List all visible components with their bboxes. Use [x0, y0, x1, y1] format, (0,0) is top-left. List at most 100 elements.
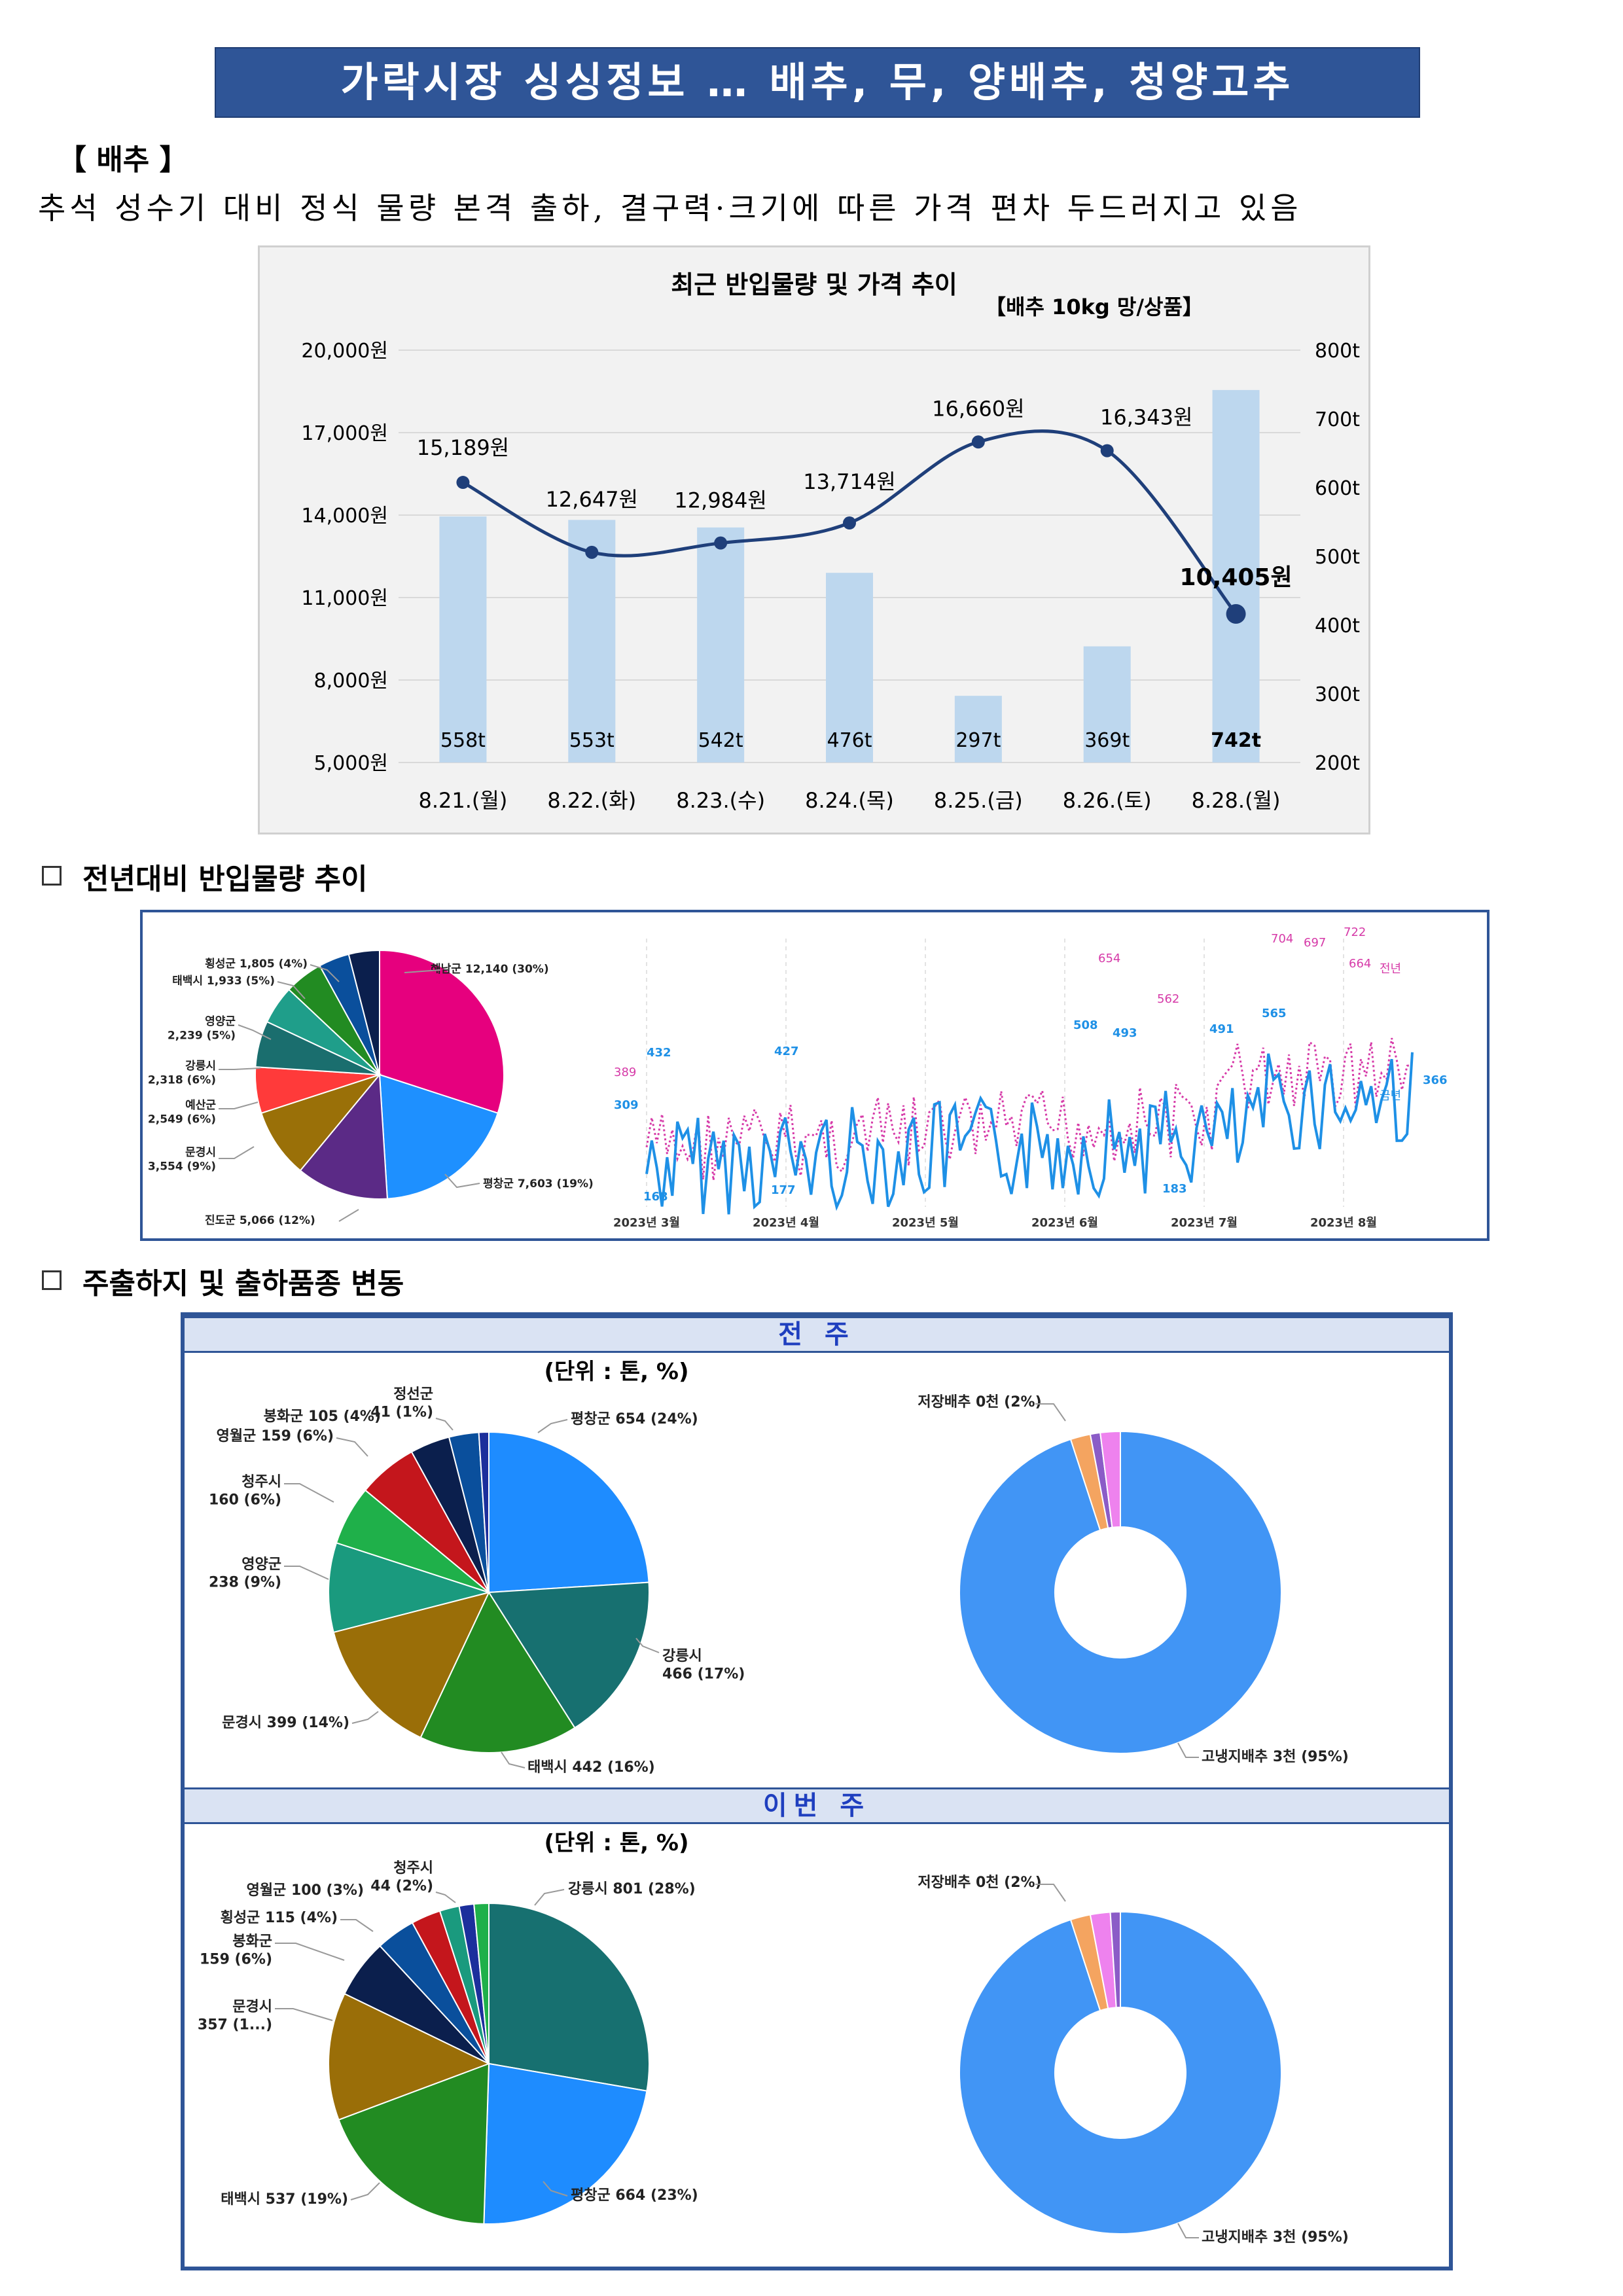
origin-section-title: 주출하지 및 출하품종 변동 [82, 1267, 404, 1300]
section-title: 【 배추 】 [58, 143, 188, 177]
pie-label: 영월군 100 (3%) [247, 1882, 364, 1899]
pie-label: 청주시 160 (6%) [209, 1474, 281, 1509]
leader-line [1035, 1884, 1066, 1902]
price-label: 16,660원 [932, 396, 1024, 421]
y-left-tick-label: 5,000원 [314, 752, 388, 775]
leader-line [310, 964, 340, 982]
section-summary: 추석 성수기 대비 정식 물량 본격 출하, 결구력·크기에 따른 가격 편차 … [38, 190, 1302, 226]
prev-week-header: 전 주 [185, 1316, 1449, 1353]
pie-label: 문경시 399 (14%) [222, 1715, 349, 1731]
leader-line [275, 2008, 333, 2021]
price-label: 15,189원 [417, 435, 509, 460]
price-point [456, 476, 470, 490]
leader-line [534, 1889, 565, 1906]
page-banner-title: 가락시장 싱싱정보 … 배추, 무, 양배추, 청양고추 [215, 47, 1420, 118]
pie-label: 평창군 664 (23%) [571, 2187, 698, 2204]
leader-line [275, 1943, 345, 1961]
this-week-variety-donut: 저장배추 0천 (2%) 고냉지배추 3천 (95%) [918, 1874, 1348, 2246]
pie-label: 평창군 654 (24%) [571, 1411, 698, 1427]
pie-label: 고냉지배추 3천 (95%) [1202, 1749, 1349, 1765]
y-left-tick-label: 14,000원 [301, 505, 388, 528]
pie-label: 문경시 357 (1...) [198, 1999, 272, 2034]
legend-last-year: 전년 [1380, 962, 1401, 976]
pie-slice [478, 1431, 490, 1593]
leader-line [1177, 2223, 1199, 2238]
volume-bar [954, 696, 1002, 762]
pie-slice [332, 1591, 490, 1739]
leader-line [501, 1751, 526, 1768]
x-tick-label: 2023년 6월 [1031, 1216, 1098, 1230]
x-tick-label: 8.28.(월) [1192, 788, 1281, 813]
x-tick-label: 2023년 4월 [753, 1216, 819, 1230]
y-left-tick-label: 20,000원 [301, 340, 388, 363]
price-volume-chart-panel: 최근 반입물량 및 가격 추이 【배추 10kg 망/상품】 20,000원 17,0… [258, 245, 1370, 834]
leader-line [219, 1146, 255, 1159]
price-label: 13,714원 [803, 469, 895, 494]
pie-slice [1099, 1430, 1121, 1528]
leader-line [537, 1419, 568, 1433]
pie-label: 정선군 41 (1%) [370, 1386, 433, 1421]
chart-unit-note: 【배추 10kg 망/상품】 [985, 295, 1204, 319]
pie-slice [379, 949, 505, 1114]
origin-variety-panel: 전 주 이번 주 (단위 : 톤, %) 평창군 654 (24%) 강릉시 466 … [181, 1312, 1453, 2270]
unit-label: (단위 : 톤, %) [544, 1830, 688, 1856]
this-year-value-label: 309 [614, 1098, 639, 1112]
x-tick-label: 2023년 5월 [892, 1216, 959, 1230]
volume-bar-label: 742t [1211, 729, 1261, 752]
origin-checkbox[interactable] [42, 1270, 62, 1290]
this-week-origin-pie: (단위 : 톤, %) 강릉시 801 (28%) 평창군 664 (23%) 태백시… [198, 1830, 698, 2225]
pie-slice [348, 949, 380, 1075]
price-volume-chart: 최근 반입물량 및 가격 추이 【배추 10kg 망/상품】 20,000원 17,0… [301, 270, 1360, 813]
yoy-checkbox[interactable] [42, 866, 62, 886]
pie-slice [378, 1073, 499, 1200]
leader-line [351, 1711, 379, 1724]
pie-slice [328, 1542, 491, 1634]
price-point [1100, 444, 1114, 457]
last-year-value-label: 697 [1304, 936, 1326, 950]
unit-label: (단위 : 톤, %) [544, 1359, 688, 1385]
price-label: 12,647원 [546, 487, 638, 512]
volume-bar-label: 297t [955, 729, 1001, 752]
this-year-value-label: 491 [1209, 1022, 1234, 1036]
price-point [843, 516, 856, 530]
pie-slice [260, 1073, 382, 1172]
x-tick-label: 2023년 3월 [613, 1216, 680, 1230]
x-tick-label: 2023년 7월 [1171, 1216, 1238, 1230]
price-label: 16,343원 [1100, 405, 1192, 430]
pie-slice [959, 1910, 1282, 2234]
volume-bar [697, 527, 745, 762]
y-right-tick-label: 800t [1315, 340, 1360, 363]
this-year-value-label: 177 [771, 1183, 796, 1197]
leader-line [338, 1209, 359, 1222]
pie-slice [483, 2062, 648, 2225]
this-week-header: 이번 주 [185, 1787, 1449, 1824]
pie-label: 해남군 12,140 (30%) [431, 963, 549, 976]
last-year-value-label: 562 [1157, 992, 1179, 1006]
pie-slice [488, 1431, 650, 1594]
volume-bar-label: 476t [827, 729, 872, 752]
pie-label: 영양군 238 (9%) [209, 1556, 281, 1591]
pie-label: 태백시 537 (19%) [221, 2191, 348, 2208]
y-right-tick-label: 400t [1315, 615, 1360, 637]
pie-label: 태백시 442 (16%) [527, 1759, 655, 1776]
pie-label: 강릉시 2,318 (6%) [148, 1060, 216, 1086]
leader-line [543, 2181, 568, 2197]
price-label: 10,405원 [1180, 564, 1293, 591]
leader-line [336, 1437, 368, 1457]
last-year-value-label: 722 [1344, 925, 1366, 939]
pie-slice [473, 1902, 490, 2064]
y-right-tick-label: 700t [1315, 408, 1360, 431]
pie-label: 횡성군 1,805 (4%) [205, 958, 308, 971]
y-right-tick-label: 300t [1315, 683, 1360, 706]
this-year-value-label: 493 [1113, 1026, 1137, 1040]
pie-label: 태백시 1,933 (5%) [172, 975, 275, 988]
leader-line [1035, 1403, 1066, 1422]
volume-bar [1083, 646, 1131, 762]
y-right-tick-label: 200t [1315, 752, 1360, 775]
pie-label: 저장배추 0천 (2%) [918, 1394, 1041, 1410]
yoy-section-title: 전년대비 반입물량 추이 [82, 863, 368, 896]
pie-label: 청주시 44 (2%) [370, 1860, 433, 1895]
pie-label: 강릉시 466 (17%) [662, 1648, 745, 1683]
last-year-value-label: 654 [1098, 952, 1120, 965]
pie-slice [1109, 1910, 1121, 2009]
